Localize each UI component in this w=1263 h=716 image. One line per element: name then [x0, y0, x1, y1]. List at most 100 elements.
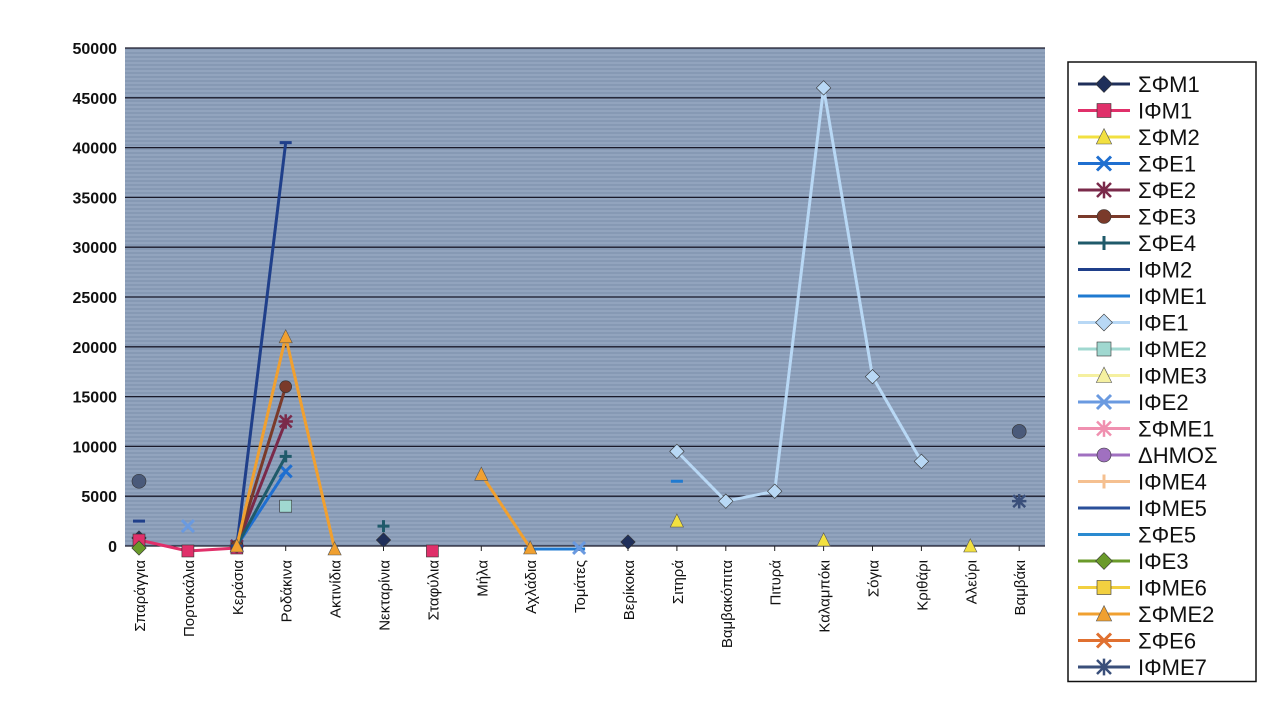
series-7-point	[279, 141, 292, 145]
legend-swatch-marker	[1096, 580, 1112, 595]
legend-item: ΙΦΕ2	[1078, 390, 1189, 415]
series-3-point	[278, 464, 293, 479]
x-tick-label: Αχλάδια	[523, 560, 540, 614]
series-7-line	[235, 142, 288, 547]
legend-swatch-marker	[1096, 341, 1112, 357]
series	[669, 80, 930, 509]
y-tick-label: 0	[108, 539, 117, 556]
series-10-point	[279, 499, 293, 513]
series-20-line	[480, 473, 532, 549]
legend-label: ΙΦΜ2	[1138, 258, 1192, 283]
series-20-point	[327, 541, 342, 556]
legend-swatch-marker	[1097, 236, 1111, 250]
legend-swatch-marker	[1097, 294, 1111, 298]
series-12-point	[180, 519, 195, 534]
legend-label: ΙΦΕ2	[1138, 390, 1189, 415]
legend-label: ΣΦΕ6	[1138, 629, 1196, 654]
legend-swatch-marker	[1097, 533, 1111, 536]
series-0-point	[620, 534, 636, 550]
legend-label: ΔΗΜΟΣ	[1138, 443, 1218, 468]
legend-item: ΣΦΜΕ1	[1078, 417, 1214, 442]
series	[1012, 493, 1027, 509]
legend-item: ΙΦΕ3	[1078, 549, 1189, 574]
series-5-point	[279, 380, 293, 393]
legend-item: ΙΦΜΕ6	[1078, 576, 1207, 601]
legend-swatch-marker	[1095, 632, 1113, 649]
series-6-point	[377, 520, 390, 533]
x-tick-label: Κριθάρι	[914, 560, 931, 611]
legend-item: ΣΦΕ2	[1078, 178, 1196, 203]
x-tick-label: Βερίκοκα	[621, 560, 638, 621]
legend-item: ΣΦΕ3	[1078, 205, 1196, 230]
x-tick-label: Πορτοκάλια	[181, 560, 198, 637]
legend-item: ΣΦΕ6	[1078, 629, 1196, 654]
legend-swatch-marker	[1097, 268, 1111, 271]
series-20-point	[474, 466, 489, 481]
legend-label: ΣΦΕ1	[1138, 152, 1196, 177]
series-9-point	[718, 493, 734, 509]
legend-swatch-marker	[1095, 658, 1113, 676]
legend-swatch-marker	[1095, 75, 1113, 93]
series-9-line	[675, 86, 923, 503]
series-0-point	[375, 532, 392, 548]
legend-swatch-marker	[1095, 313, 1113, 332]
series-20-point	[523, 540, 538, 555]
series-1-point	[426, 544, 439, 558]
legend-item: ΙΦΜΕ2	[1078, 337, 1207, 362]
legend-label: ΙΦΜΕ4	[1138, 470, 1207, 495]
y-tick-label: 40000	[73, 141, 118, 158]
legend-swatch-marker	[1095, 393, 1113, 411]
legend-label: ΙΦΜ1	[1138, 99, 1192, 124]
legend-swatch-marker	[1095, 552, 1113, 570]
series	[131, 540, 147, 556]
series	[669, 513, 978, 553]
legend-item: ΣΦΕ1	[1078, 152, 1196, 177]
series-9-point	[669, 443, 685, 460]
legend-item: ΙΦΜΕ3	[1078, 364, 1207, 389]
x-tick-label: Ακτινίδια	[328, 560, 345, 618]
legend-label: ΣΦΕ3	[1138, 205, 1196, 230]
y-tick-label: 35000	[73, 190, 118, 207]
x-tick-label: Καλαμπόκι	[817, 560, 834, 633]
legend-label: ΙΦΜΕ3	[1138, 364, 1207, 389]
legend-item: ΣΦΜ1	[1078, 72, 1200, 97]
series-6-point	[279, 450, 292, 463]
series-18-point	[131, 540, 147, 556]
legend-swatch-marker	[1095, 127, 1113, 145]
series-12-point	[572, 540, 587, 556]
y-tick-label: 50000	[73, 41, 118, 58]
x-tick-label: Σόγια	[866, 560, 883, 597]
series-2-point	[669, 513, 684, 528]
legend-label: ΣΦΜΕ1	[1138, 417, 1214, 442]
legend-label: ΣΦΜ1	[1138, 72, 1200, 97]
series-9-point	[815, 80, 832, 96]
legend-swatch-marker	[1095, 420, 1113, 437]
legend-label: ΙΦΜΕ1	[1138, 284, 1207, 309]
legend-item: ΙΦΜΕ1	[1078, 284, 1207, 309]
legend-label: ΙΦΜΕ2	[1138, 337, 1207, 362]
y-tick-label: 45000	[73, 91, 118, 108]
legend-label: ΙΦΜΕ6	[1138, 576, 1207, 601]
legend-swatch-marker	[1096, 209, 1112, 224]
legend-item: ΣΦΕ5	[1078, 523, 1196, 548]
x-tick-label: Αλεύρι	[963, 560, 980, 604]
legend-label: ΙΦΜΕ7	[1138, 655, 1207, 680]
series	[279, 499, 293, 513]
legend-label: ΣΦΕ5	[1138, 523, 1196, 548]
series	[180, 519, 587, 556]
legend-item: ΙΦΜΕ5	[1078, 496, 1207, 521]
legend-swatch-marker	[1097, 506, 1111, 510]
x-tick-label: Σπαράγγια	[132, 560, 149, 632]
legend-label: ΣΦΕ4	[1138, 231, 1196, 256]
legend-swatch-marker	[1095, 366, 1113, 383]
series-2-point	[816, 532, 831, 547]
x-tick-label: Ροδάκινα	[279, 560, 296, 623]
legend-label: ΣΦΜΕ2	[1138, 602, 1214, 627]
legend-item: ΙΦΕ1	[1078, 311, 1189, 336]
legend-label: ΣΦΜ2	[1138, 125, 1200, 150]
y-tick-label: 10000	[73, 439, 118, 456]
series-9-point	[767, 483, 783, 499]
series-1-point	[181, 544, 195, 558]
legend-swatch-marker	[1096, 103, 1112, 118]
